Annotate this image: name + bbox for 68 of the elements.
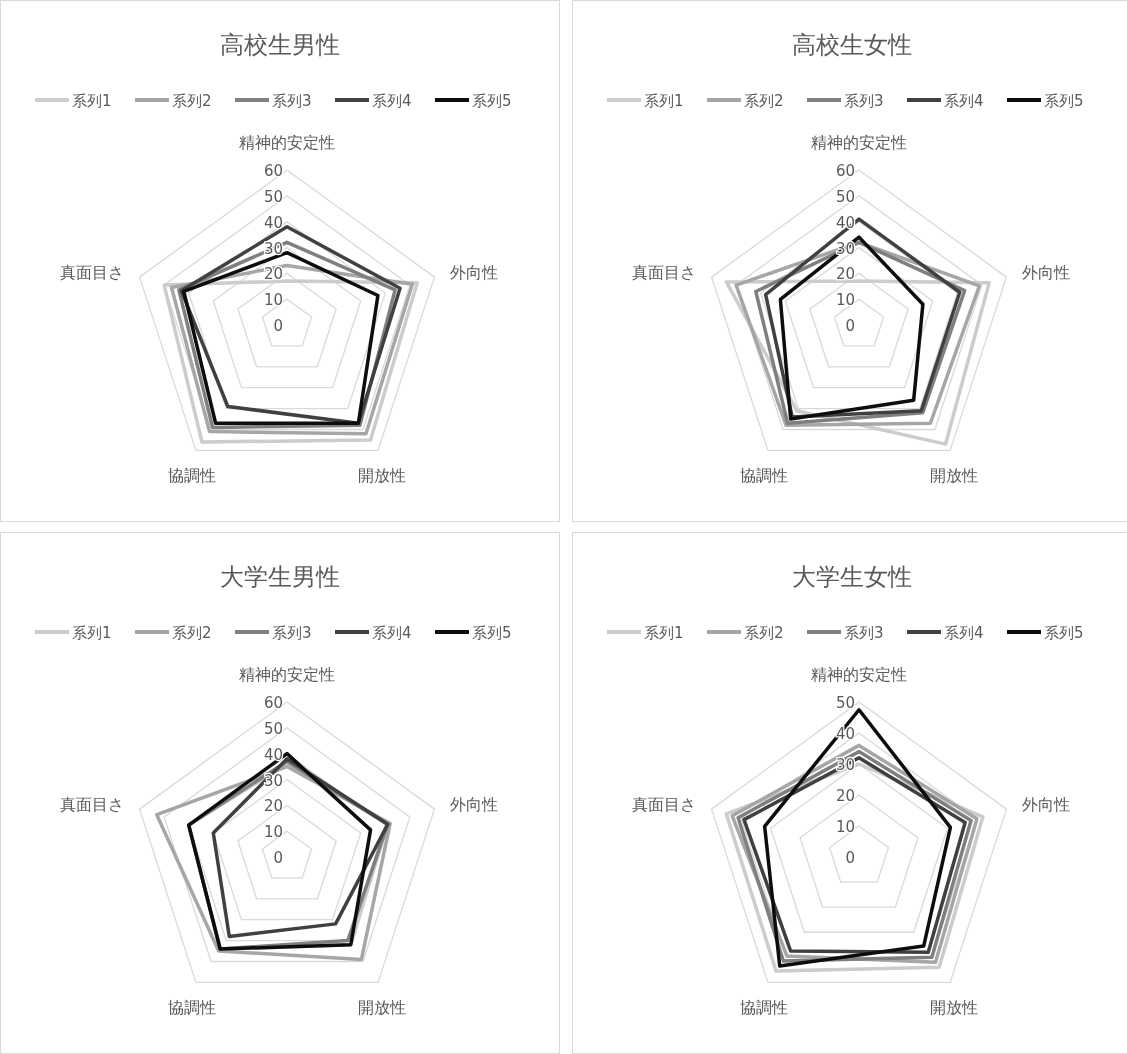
y-tick-label: 0 [845, 849, 855, 867]
spoke-label: 開放性 [357, 998, 406, 1018]
spoke-label: 真面目さ [60, 263, 125, 283]
legend-label: 系列2 [744, 624, 784, 642]
spoke-label: 外向性 [449, 795, 498, 815]
y-tick-label: 30 [835, 239, 855, 258]
legend-label: 系列1 [644, 92, 684, 110]
legend-label: 系列4 [944, 92, 984, 110]
y-tick-label: 0 [273, 849, 283, 867]
legend-label: 系列2 [172, 624, 212, 642]
y-tick-label: 50 [835, 187, 855, 206]
y-tick-label: 10 [835, 291, 855, 310]
spoke-label: 真面目さ [632, 795, 697, 815]
y-tick-label: 20 [263, 265, 283, 284]
spoke-label: 精神的安定性 [811, 665, 907, 684]
y-tick-label: 40 [835, 213, 855, 232]
legend-label: 系列1 [644, 624, 684, 642]
spoke-label: 精神的安定性 [239, 665, 335, 684]
y-tick-label: 20 [835, 787, 855, 805]
legend-label: 系列4 [372, 92, 412, 110]
y-tick-label: 60 [263, 694, 283, 712]
spoke-label: 外向性 [1021, 795, 1070, 815]
y-tick-label: 40 [263, 213, 283, 232]
legend-label: 系列2 [744, 92, 784, 110]
legend-label: 系列5 [1044, 624, 1084, 642]
y-tick-label: 50 [263, 187, 283, 206]
y-tick-label: 10 [263, 291, 283, 310]
spoke-label: 外向性 [449, 263, 498, 283]
chart-title: 大学生男性 [220, 563, 340, 591]
spoke-label: 協調性 [740, 466, 789, 486]
y-tick-label: 60 [263, 162, 283, 180]
legend-label: 系列4 [372, 624, 412, 642]
spoke-label: 真面目さ [60, 795, 125, 815]
y-tick-label: 60 [835, 162, 855, 180]
spoke-label: 精神的安定性 [811, 133, 907, 152]
chart-title: 大学生女性 [792, 563, 912, 591]
spoke-label: 開放性 [929, 466, 978, 486]
legend-label: 系列5 [472, 624, 512, 642]
legend-label: 系列4 [944, 624, 984, 642]
legend-label: 系列5 [1044, 92, 1084, 110]
legend-label: 系列3 [272, 92, 312, 110]
legend-label: 系列1 [72, 92, 112, 110]
y-tick-label: 50 [835, 694, 855, 712]
y-tick-label: 40 [263, 745, 283, 764]
spoke-label: 開放性 [929, 998, 978, 1018]
legend-label: 系列1 [72, 624, 112, 642]
spoke-label: 外向性 [1021, 263, 1070, 283]
chart-title: 高校生男性 [220, 31, 340, 59]
spoke-label: 真面目さ [632, 263, 697, 283]
y-tick-label: 10 [835, 818, 855, 836]
spoke-label: 協調性 [168, 998, 217, 1018]
legend-label: 系列3 [272, 624, 312, 642]
chart-title: 高校生女性 [792, 31, 912, 59]
spoke-label: 協調性 [740, 998, 789, 1018]
y-tick-label: 20 [263, 797, 283, 816]
y-tick-label: 10 [263, 823, 283, 842]
y-tick-label: 0 [845, 317, 855, 335]
legend-label: 系列3 [844, 624, 884, 642]
y-tick-label: 30 [263, 771, 283, 790]
legend-label: 系列3 [844, 92, 884, 110]
legend-label: 系列5 [472, 92, 512, 110]
y-tick-label: 0 [273, 317, 283, 335]
spoke-label: 協調性 [168, 466, 217, 486]
spoke-label: 開放性 [357, 466, 406, 486]
y-tick-label: 20 [835, 265, 855, 284]
y-tick-label: 50 [263, 719, 283, 738]
legend-label: 系列2 [172, 92, 212, 110]
spoke-label: 精神的安定性 [239, 133, 335, 152]
